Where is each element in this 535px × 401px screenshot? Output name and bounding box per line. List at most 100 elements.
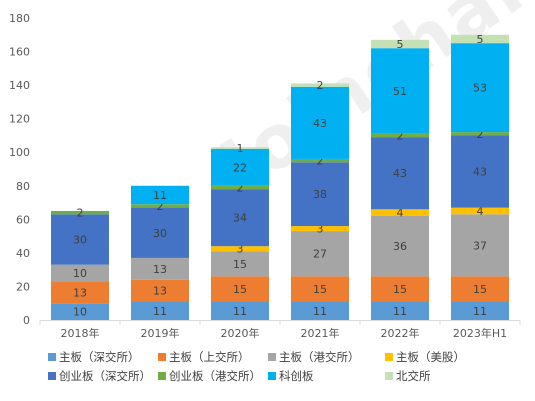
- legend-label: 北交所: [396, 369, 431, 383]
- x-tick-label: 2022年: [381, 326, 420, 340]
- bar-segment: [51, 281, 109, 304]
- bar-segment: [451, 132, 509, 136]
- bar-segment: [131, 185, 189, 205]
- bar-segment: [131, 257, 189, 280]
- bar-segment: [291, 226, 349, 232]
- data-label: 53: [473, 82, 487, 95]
- y-tick-label: 180: [9, 12, 30, 25]
- data-label: 2: [157, 200, 164, 213]
- data-label: 34: [233, 212, 247, 225]
- x-tick-label: 2023年H1: [453, 326, 507, 340]
- bar-segment: [291, 231, 349, 277]
- data-label: 11: [233, 305, 247, 318]
- bar-segment: [451, 135, 509, 208]
- bar-segment: [291, 86, 349, 159]
- data-label: 27: [313, 248, 327, 261]
- bar-segment: [131, 207, 189, 258]
- bar-segment: [371, 133, 429, 138]
- bar-segment: [291, 83, 349, 87]
- data-label: 11: [153, 189, 167, 202]
- data-label: 10: [73, 306, 87, 319]
- bar-segment: [211, 251, 269, 277]
- data-label: 13: [153, 263, 167, 276]
- legend-label: 科创板: [279, 369, 314, 383]
- bar-segment: [211, 147, 269, 149]
- legend: 主板（深交所） 主板（上交所） 主板（港交所） 主板（美股） 创业板（深交所） 创业板（港…: [48, 350, 465, 383]
- bar-segment: [451, 207, 509, 215]
- data-label: 2: [397, 129, 404, 142]
- y-tick-label: 120: [9, 113, 30, 126]
- legend-label: 主板（港交所）: [279, 350, 360, 364]
- y-axis-ticks: 0 20 40 60 80 100 120 140 160 180: [9, 12, 30, 327]
- data-label: 4: [477, 205, 484, 218]
- bar-segment: [291, 276, 349, 302]
- y-tick-label: 0: [23, 314, 30, 327]
- data-label: 3: [317, 223, 324, 236]
- bar-segment: [451, 301, 509, 320]
- data-label: 4: [397, 207, 404, 220]
- bar-segment: [451, 276, 509, 302]
- data-label: 2: [317, 155, 324, 168]
- x-axis-ticks: 2018年 2019年 2020年 2021年 2022年 2023年H1: [39, 320, 521, 340]
- bar-segment: [131, 204, 189, 208]
- bar-segment: [211, 185, 269, 190]
- x-tick-label: 2019年: [141, 326, 180, 340]
- legend-swatch: [385, 372, 393, 380]
- data-label: 15: [393, 283, 407, 296]
- data-label: 36: [393, 240, 407, 253]
- bar-segment: [451, 214, 509, 277]
- data-label: 13: [153, 285, 167, 298]
- x-tick-label: 2020年: [221, 326, 260, 340]
- data-label: 13: [73, 286, 87, 299]
- data-label: 3: [237, 243, 244, 256]
- bar-segment: [211, 148, 269, 186]
- data-label: 10: [73, 267, 87, 280]
- y-tick-label: 40: [16, 247, 30, 260]
- legend-swatch: [48, 372, 56, 380]
- bar-segment: [211, 189, 269, 247]
- x-tick-label: 2021年: [301, 326, 340, 340]
- data-label: 15: [233, 283, 247, 296]
- data-label: 30: [153, 227, 167, 240]
- data-label: 11: [313, 305, 327, 318]
- bar-segment: [371, 137, 429, 210]
- legend-label: 主板（上交所）: [169, 350, 250, 364]
- y-tick-label: 140: [9, 79, 30, 92]
- data-label: 2: [237, 181, 244, 194]
- data-label: 30: [73, 233, 87, 246]
- y-tick-label: 20: [16, 280, 30, 293]
- data-label: 11: [153, 305, 167, 318]
- bar-segment: [51, 303, 109, 320]
- bar-segment: [211, 276, 269, 302]
- data-label: 22: [233, 161, 247, 174]
- bar-segment: [131, 301, 189, 320]
- x-tick-label: 2018年: [61, 326, 100, 340]
- data-label: 37: [473, 239, 487, 252]
- y-tick-label: 80: [16, 180, 30, 193]
- bar-segment: [371, 209, 429, 216]
- data-label: 1: [237, 142, 244, 155]
- legend-swatch: [385, 353, 393, 361]
- data-label: 5: [477, 33, 484, 46]
- data-label: 11: [393, 305, 407, 318]
- bar-segment: [211, 246, 269, 252]
- legend-swatch: [158, 353, 166, 361]
- data-label: 2: [317, 79, 324, 92]
- data-label: 15: [313, 283, 327, 296]
- bar-segment: [51, 210, 109, 215]
- data-label: 15: [233, 258, 247, 271]
- bar-segment: [371, 276, 429, 302]
- legend-label: 主板（美股）: [396, 350, 465, 364]
- data-label: 2: [477, 128, 484, 141]
- bar-segment: [451, 34, 509, 44]
- bar-segment: [291, 162, 349, 227]
- bar-segment: [211, 301, 269, 320]
- bar-segment: [51, 264, 109, 282]
- data-label: 43: [313, 117, 327, 130]
- data-label: 11: [473, 305, 487, 318]
- data-label: 38: [313, 188, 327, 201]
- legend-swatch: [158, 372, 166, 380]
- data-label: 2: [77, 207, 84, 220]
